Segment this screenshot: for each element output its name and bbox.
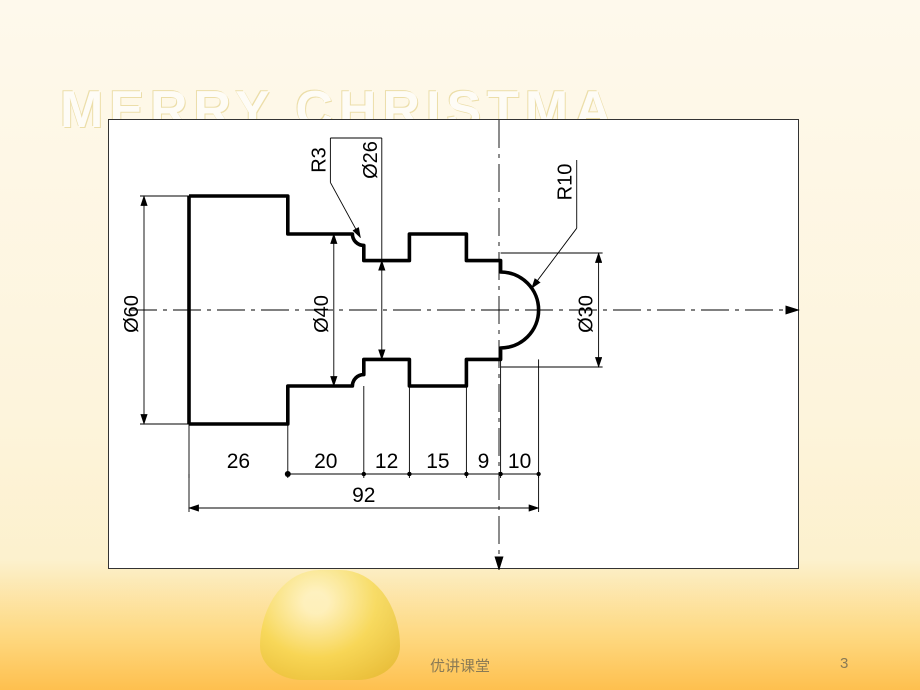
drawing-frame: Ø60 Ø40 Ø26 Ø30 R3 R10 26 20 12 15 9 10 92 <box>108 119 799 569</box>
svg-text:12: 12 <box>375 450 398 473</box>
svg-text:20: 20 <box>314 450 337 473</box>
engineering-drawing: Ø60 Ø40 Ø26 Ø30 R3 R10 26 20 12 15 9 10 92 <box>109 120 800 570</box>
svg-text:R10: R10 <box>555 164 577 201</box>
svg-text:R3: R3 <box>308 147 330 173</box>
svg-text:Ø60: Ø60 <box>121 295 143 333</box>
svg-text:Ø40: Ø40 <box>311 295 333 333</box>
svg-text:9: 9 <box>478 450 490 473</box>
svg-text:Ø30: Ø30 <box>576 295 598 333</box>
svg-text:92: 92 <box>352 484 375 507</box>
svg-text:26: 26 <box>227 450 250 473</box>
footer-text: 优讲课堂 <box>430 655 490 676</box>
svg-text:15: 15 <box>426 450 449 473</box>
page-number: 3 <box>840 655 848 672</box>
svg-text:10: 10 <box>508 450 531 473</box>
svg-text:Ø26: Ø26 <box>360 141 382 179</box>
